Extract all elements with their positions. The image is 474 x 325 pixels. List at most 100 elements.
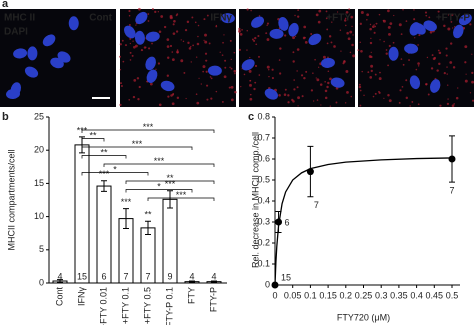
nucleus (134, 30, 145, 45)
significance: *** (165, 179, 176, 189)
stain-dot (405, 79, 408, 82)
stain-dot (249, 83, 252, 87)
stain-dot (457, 87, 459, 89)
stain-dot (405, 20, 408, 22)
image-label: +FTY-P (436, 13, 471, 24)
nucleus (269, 28, 284, 39)
stain-dot (183, 71, 186, 74)
stain-dot (471, 80, 474, 84)
n-label: 6 (101, 271, 106, 281)
nucleus (145, 56, 156, 71)
stain-dot (400, 58, 403, 60)
stain-dot (237, 29, 241, 33)
stain-dot (223, 75, 227, 79)
stain-dot (266, 24, 268, 27)
stain-dot (471, 71, 474, 74)
stain-dot (190, 61, 192, 63)
stain-dot (304, 36, 306, 39)
stain-dot (398, 101, 401, 104)
bar (96, 185, 112, 284)
x-tick-label: +FTY 0.5 (142, 287, 152, 324)
stain-dot (345, 69, 349, 73)
y-tick-label: 0.2 (257, 237, 270, 247)
stain-dot (190, 45, 192, 48)
stain-dot (176, 49, 179, 51)
stain-dot (432, 57, 436, 61)
stain-dot (427, 93, 430, 96)
stain-dot (324, 89, 328, 93)
stain-dot (186, 20, 190, 24)
stain-dot (224, 66, 227, 69)
stain-dot (373, 31, 376, 34)
stain-dot (204, 52, 208, 55)
stain-dot (138, 85, 141, 89)
stain-dot (271, 68, 274, 71)
y-tick-label: 0.8 (257, 111, 270, 121)
y-axis-label: MHCII compartments/cell (6, 149, 16, 250)
stain-dot (350, 15, 354, 19)
stain-dot (250, 9, 252, 12)
stain-dot (279, 47, 282, 50)
y-tick-label: 15 (34, 178, 44, 188)
stain-dot (255, 43, 258, 46)
stain-dot (268, 75, 270, 78)
stain-dot (401, 85, 404, 88)
stain-dot (271, 76, 274, 80)
stain-dot (415, 68, 418, 71)
stain-dot (418, 34, 421, 37)
y-tick-label: 0.3 (257, 216, 270, 226)
y-tick-label: 10 (34, 211, 44, 221)
stain-dot (343, 19, 347, 22)
stain-dot (471, 53, 473, 55)
stain-dot (343, 60, 346, 63)
stain-dot (208, 42, 211, 45)
stain-dot (210, 97, 213, 100)
stain-dot (370, 37, 372, 40)
stain-dot (129, 51, 132, 54)
stain-dot (230, 98, 234, 102)
stain-dot (195, 56, 198, 58)
stain-dot (254, 36, 257, 40)
stain-dot (417, 44, 419, 46)
stain-dot (405, 96, 409, 100)
stain-dot (303, 25, 307, 29)
stain-dot (200, 83, 202, 85)
stain-dot (249, 56, 251, 59)
stain-dot (344, 17, 347, 20)
stain-dot (253, 87, 256, 91)
stain-dot (361, 70, 363, 73)
stain-dot (136, 77, 140, 80)
stain-dot (378, 13, 381, 16)
stain-label: DAPI (4, 27, 28, 38)
nucleus (27, 46, 38, 61)
y-axis-label: Rel. decrease in MHCII comp./cell (250, 132, 260, 268)
n-label: 9 (167, 271, 172, 281)
stain-dot (316, 78, 320, 82)
stain-dot (399, 89, 402, 92)
stain-dot (229, 66, 231, 69)
n-label: 7 (314, 200, 319, 210)
stain-dot (204, 33, 207, 37)
n-label: 15 (77, 271, 87, 281)
stain-dot (119, 55, 122, 58)
stain-dot (158, 30, 162, 33)
stain-dot (258, 55, 260, 58)
x-axis-label: FTY720 (μM) (337, 312, 390, 322)
significance-bracket (125, 189, 193, 193)
x-tick-label: 0 (272, 290, 277, 300)
stain-dot (333, 45, 336, 48)
stain-dot (350, 95, 353, 98)
stain-dot (284, 34, 287, 37)
stain-dot (373, 24, 375, 26)
y-tick-label: 20 (34, 145, 44, 155)
stain-dot (129, 37, 132, 40)
stain-dot (445, 47, 448, 50)
stain-dot (324, 96, 328, 100)
y-tick-label: 0.1 (257, 258, 270, 268)
x-tick-label: IFNγ (76, 287, 86, 306)
significance-bracket (125, 180, 215, 184)
stain-dot (446, 66, 448, 68)
stain-dot (249, 93, 252, 96)
stain-dot (320, 104, 322, 106)
stain-dot (185, 97, 187, 100)
